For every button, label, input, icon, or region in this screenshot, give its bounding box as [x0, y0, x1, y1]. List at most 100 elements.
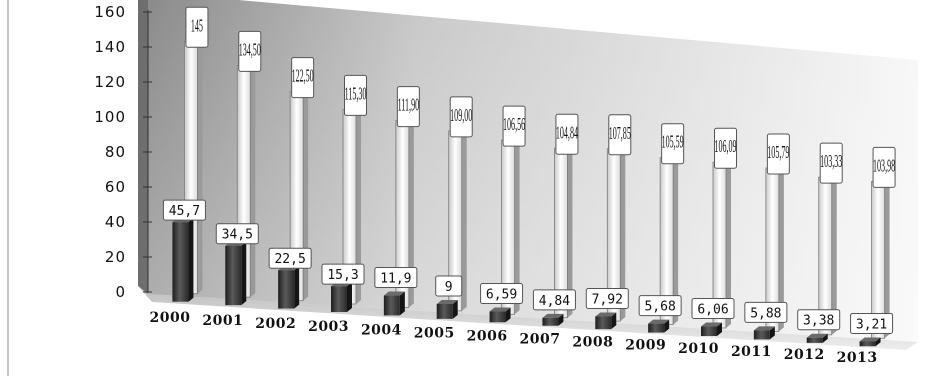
bar-series1-side [408, 116, 414, 308]
bar-series1-side [514, 136, 520, 315]
bar-series2-top [859, 337, 881, 342]
data-label-box-series2 [435, 275, 463, 297]
bar-series1-side [461, 126, 467, 311]
data-label-series1: 134,50 [239, 40, 261, 59]
x-tick-label: 2004 [361, 322, 402, 338]
side-wall [138, 0, 148, 294]
data-label-series2: 34,5 [222, 228, 253, 243]
y-tick-label: 0 [115, 283, 126, 301]
y-tick-label: 120 [94, 73, 126, 91]
data-label-box-series1 [872, 146, 896, 188]
bar-series2-side [664, 319, 670, 333]
bar-series1-side [567, 144, 573, 318]
data-label-series1: 105,59 [662, 132, 684, 151]
x-tick-label: 2007 [520, 332, 561, 348]
bar-series2-top [489, 307, 511, 312]
y-tick-label: 80 [105, 143, 126, 161]
bar-series2-top [542, 313, 564, 318]
data-label-series2: 22,5 [274, 252, 305, 267]
bar-series2-side [188, 218, 194, 302]
bar-series2-top [806, 333, 828, 338]
data-label-series2: 5,88 [750, 306, 781, 321]
data-label-series1: 109,00 [450, 105, 472, 124]
x-tick-label: 2012 [784, 347, 825, 363]
data-label-box-series2 [480, 283, 524, 305]
data-label-series2: 11,9 [380, 272, 411, 287]
bar-series2 [859, 341, 876, 347]
data-label-series1: 106,56 [503, 115, 525, 134]
data-label-box-series1 [396, 86, 420, 128]
bar-series1-side [356, 105, 361, 305]
bar-series2 [383, 295, 400, 316]
data-label-box-series1 [449, 96, 473, 138]
data-label-series2: 45,7 [169, 204, 200, 219]
data-label-box-series1 [238, 30, 262, 72]
bar-series1-side [250, 61, 256, 298]
bar-series2-top [753, 326, 775, 331]
y-tick-label: 60 [105, 178, 126, 196]
data-label-box-series2 [321, 263, 365, 285]
y-tick-label: 100 [94, 108, 126, 126]
bar-series2-side [875, 337, 881, 347]
bar-series2 [489, 311, 506, 323]
data-label-box-series1 [714, 127, 737, 169]
data-label-box-series2 [797, 309, 841, 331]
bar-series2 [753, 330, 770, 340]
bar-series2-top [436, 299, 458, 304]
bar-series2-side [452, 299, 458, 319]
bar-series2 [648, 323, 665, 333]
bar-series2-side [611, 312, 617, 330]
bar-series1-side [778, 164, 784, 332]
bar-series2-side [717, 322, 722, 336]
data-label-box-series1 [185, 6, 209, 48]
bar-series2 [806, 337, 823, 343]
x-tick-label: 2013 [837, 350, 878, 366]
data-label-box-series1 [344, 74, 367, 116]
bar-series2 [331, 286, 347, 312]
data-label-box-series1 [555, 113, 579, 155]
bar-series2-side [769, 326, 775, 340]
bar-series1-side [831, 173, 837, 335]
data-label-box-series2 [532, 289, 576, 311]
bar-series2-side [822, 333, 828, 343]
bar-series2-top [383, 291, 405, 296]
data-label-box-series1 [819, 142, 843, 184]
bar-series1-side [620, 144, 626, 322]
x-tick-label: 2003 [308, 319, 349, 335]
bar-series2-top [648, 319, 670, 324]
data-label-series2: 3,21 [856, 317, 887, 332]
data-label-series1: 103,98 [873, 156, 895, 175]
data-label-box-series1 [661, 123, 685, 165]
x-tick-label: 2008 [572, 335, 613, 351]
data-label-box-series2 [162, 199, 206, 221]
data-label-series2: 6,59 [486, 288, 517, 303]
bar-series2 [225, 245, 242, 306]
y-tick-label: 40 [105, 213, 126, 231]
data-label-box-series2 [850, 312, 894, 334]
data-label-box-series1 [608, 114, 632, 156]
data-label-series2: 3,38 [803, 314, 834, 329]
bar-series2-side [294, 266, 300, 309]
x-tick-label: 2005 [414, 325, 455, 341]
data-label-series1: 145 [191, 16, 203, 35]
data-label-box-series1 [291, 57, 315, 99]
bar-series2-side [505, 307, 511, 323]
data-label-series2: 7,92 [592, 292, 623, 307]
data-label-series1: 104,84 [556, 123, 578, 142]
data-label-series2: 5,68 [644, 300, 675, 315]
x-tick-label: 2009 [625, 338, 666, 354]
data-label-box-series1 [766, 133, 790, 175]
data-label-series1: 111,90 [398, 95, 420, 114]
data-label-box-series2 [744, 301, 788, 323]
data-label-box-series2 [215, 223, 259, 245]
x-tick-label: 2011 [731, 344, 772, 360]
data-label-box-series2 [585, 287, 629, 309]
data-label-series2: 9 [445, 280, 453, 295]
bar-series2-side [558, 313, 564, 326]
x-tick-label: 2002 [255, 316, 296, 332]
bar-series1-side [673, 153, 679, 325]
bar-series1-side [884, 177, 890, 339]
back-wall-shade [148, 0, 918, 342]
